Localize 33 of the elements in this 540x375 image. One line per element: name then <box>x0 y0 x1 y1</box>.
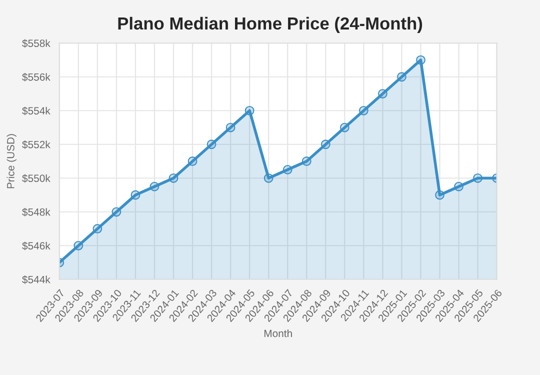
y-tick-label: $548k <box>22 208 50 216</box>
point <box>206 140 216 150</box>
x-axis-title: Month <box>264 329 292 338</box>
point <box>358 106 368 116</box>
y-tick-label: $558k <box>22 39 50 48</box>
y-tick-label: $556k <box>22 72 50 82</box>
point <box>435 190 444 200</box>
point <box>282 165 292 174</box>
point <box>264 173 274 183</box>
point <box>150 182 160 192</box>
point <box>302 156 312 166</box>
y-tick-label: $554k <box>22 106 50 116</box>
point <box>378 89 388 98</box>
point <box>168 173 178 183</box>
y-axis-title: Price (USD) <box>6 134 16 188</box>
point <box>320 140 330 150</box>
point <box>226 122 236 132</box>
point <box>416 55 426 65</box>
y-tick-label: $550k <box>22 174 50 183</box>
point <box>340 122 350 132</box>
point <box>473 173 482 183</box>
y-tick-label: $546k <box>22 242 50 250</box>
point <box>188 156 198 166</box>
point <box>92 224 102 234</box>
point <box>454 182 464 192</box>
point <box>244 106 254 116</box>
chart-title: Plano Median Home Price (24-Month) <box>118 16 422 34</box>
point <box>112 207 122 217</box>
point <box>130 190 140 200</box>
y-tick-label: $552k <box>22 140 50 149</box>
y-tick-label: $544k <box>22 275 50 284</box>
point <box>397 72 406 82</box>
point <box>74 240 84 250</box>
